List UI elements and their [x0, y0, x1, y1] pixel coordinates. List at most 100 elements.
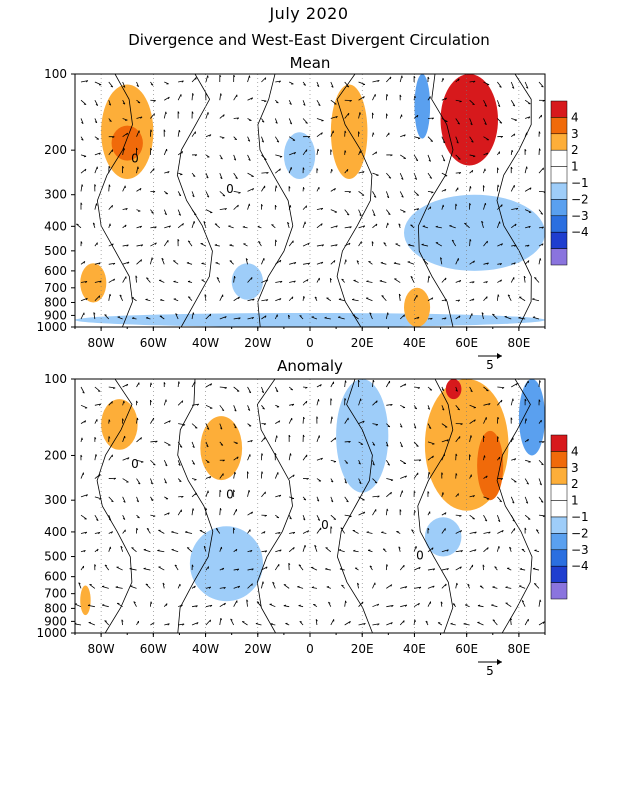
- y-tick-label: 1000: [36, 626, 67, 640]
- wind-vector: [187, 548, 192, 552]
- wind-vector-head: [380, 280, 382, 281]
- wind-vector: [519, 297, 525, 301]
- x-tick-label: 80E: [507, 642, 530, 656]
- x-tick-label: 60E: [455, 642, 478, 656]
- wind-vector-head: [472, 104, 474, 105]
- x-tick-label: 80W: [88, 336, 115, 350]
- wind-vector-head: [352, 299, 354, 300]
- wind-vector: [137, 437, 142, 441]
- wind-vector-head: [153, 464, 155, 465]
- wind-vector: [261, 492, 265, 497]
- shaded-region: [477, 431, 503, 500]
- wind-vector-head: [208, 76, 209, 78]
- wind-vector: [192, 93, 193, 100]
- wind-vector-head: [112, 401, 113, 403]
- wind-vector-head: [390, 77, 391, 79]
- wind-vector-head: [152, 258, 153, 260]
- colorbar-swatch: [551, 134, 567, 150]
- wind-vector: [533, 569, 539, 570]
- x-tick-label: 60W: [140, 336, 167, 350]
- wind-vector: [442, 584, 446, 588]
- wind-vector: [511, 479, 516, 482]
- wind-vector: [400, 460, 406, 463]
- wind-vector: [90, 584, 95, 588]
- wind-vector: [81, 100, 86, 104]
- wind-vector: [150, 460, 155, 465]
- wind-vector: [144, 550, 151, 552]
- wind-vector: [81, 515, 87, 519]
- wind-vector: [506, 603, 512, 607]
- colorbar-swatch: [551, 451, 567, 467]
- wind-vector: [382, 296, 387, 301]
- wind-vector: [109, 294, 110, 301]
- wind-vector: [144, 569, 151, 570]
- wind-vector-head: [284, 605, 286, 606]
- wind-vector: [81, 313, 84, 319]
- panel-title: Anomaly: [277, 357, 343, 375]
- wind-vector-head: [188, 281, 190, 282]
- wind-vector: [303, 545, 305, 552]
- wind-vector: [201, 244, 206, 247]
- wind-vector: [470, 515, 475, 519]
- wind-vector: [234, 205, 239, 210]
- wind-vector-head: [215, 244, 217, 245]
- y-tick-label: 300: [44, 188, 67, 202]
- wind-vector: [261, 437, 265, 442]
- wind-vector: [116, 587, 123, 588]
- wind-vector: [157, 551, 164, 552]
- wind-vector: [164, 112, 166, 119]
- wind-vector-head: [492, 314, 494, 315]
- wind-vector: [366, 298, 372, 301]
- wind-vector: [511, 277, 514, 282]
- wind-vector-head: [235, 139, 237, 140]
- colorbar-swatch: [551, 101, 567, 117]
- wind-vector: [220, 93, 221, 100]
- wind-vector-head: [166, 112, 167, 114]
- wind-vector: [206, 405, 212, 408]
- x-tick-label: 40W: [192, 336, 219, 350]
- wind-vector: [192, 424, 197, 429]
- contour-label: 0: [321, 518, 329, 532]
- colorbar-swatch: [551, 150, 567, 166]
- wind-vector: [345, 210, 349, 215]
- wind-vector: [192, 221, 194, 228]
- y-tick-label: 300: [44, 493, 67, 507]
- wind-vector: [234, 387, 239, 391]
- wind-vector: [117, 567, 123, 570]
- wind-vector: [519, 586, 525, 588]
- wind-vector-head: [210, 620, 211, 622]
- wind-vector: [206, 491, 208, 497]
- wind-vector: [146, 584, 151, 588]
- wind-vector: [95, 167, 97, 173]
- wind-vector-head: [194, 480, 196, 481]
- wind-vector: [178, 424, 185, 425]
- wind-vector: [173, 261, 178, 265]
- wind-vector: [171, 532, 178, 533]
- wind-vector: [178, 510, 181, 515]
- x-tick-label: 0: [306, 336, 314, 350]
- wind-vector: [511, 399, 513, 406]
- wind-vector: [297, 587, 303, 589]
- wind-vector: [185, 532, 192, 533]
- wind-vector: [261, 582, 263, 589]
- wind-vector-head: [99, 296, 100, 298]
- wind-vector-head: [299, 605, 301, 606]
- reference-vector-head: [497, 659, 502, 665]
- wind-vector-head: [116, 586, 118, 587]
- wind-vector: [539, 515, 545, 516]
- wind-vector: [206, 112, 208, 118]
- wind-vector-head: [277, 436, 278, 438]
- wind-vector: [234, 509, 237, 515]
- wind-vector-head: [238, 193, 240, 194]
- wind-vector: [289, 241, 293, 246]
- shaded-region: [101, 399, 138, 450]
- wind-vector: [408, 262, 414, 264]
- wind-vector: [109, 455, 113, 460]
- wind-vector-head: [271, 623, 273, 624]
- colorbar-label: 1: [571, 494, 579, 508]
- colorbar-swatch: [551, 468, 567, 484]
- colorbar-label: 1: [571, 160, 579, 174]
- colorbar-swatch: [551, 117, 567, 133]
- colorbar-swatch: [551, 249, 567, 265]
